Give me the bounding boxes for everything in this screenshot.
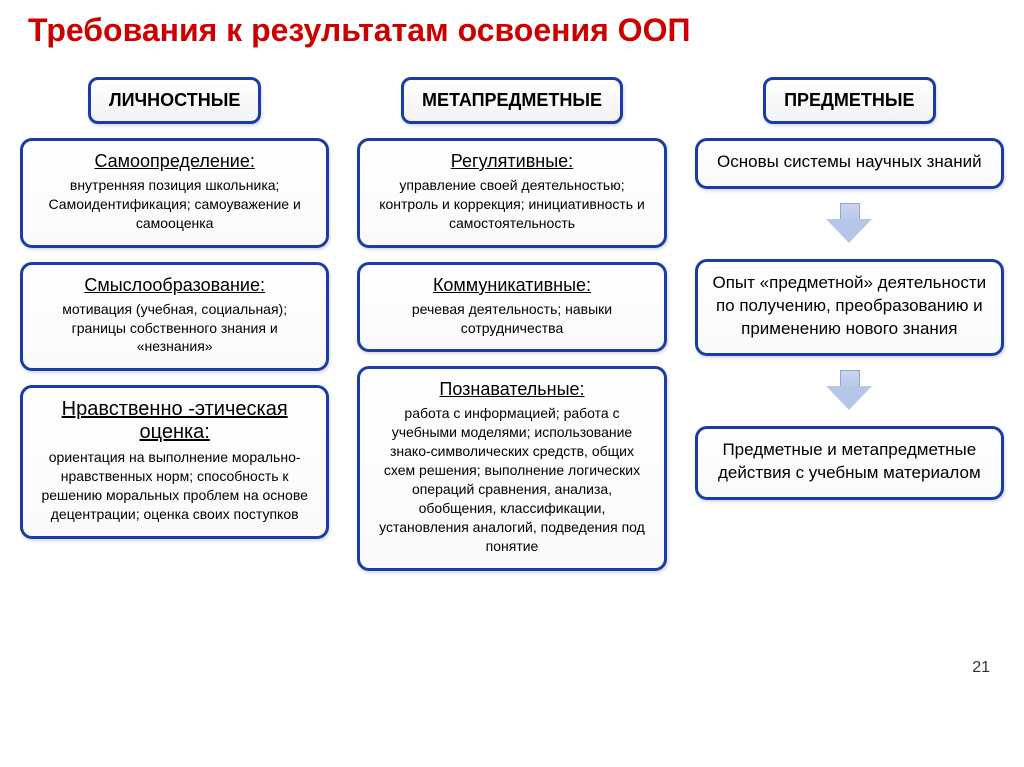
column-metasubject: МЕТАПРЕДМЕТНЫЕ Регулятивные: управление … — [357, 77, 666, 571]
card-moral-ethical: Нравственно -этическая оценка: ориентаци… — [20, 385, 329, 539]
diagram-columns: ЛИЧНОСТНЫЕ Самоопределение: внутренняя п… — [20, 77, 1004, 571]
card-title: Регулятивные: — [451, 151, 573, 172]
card-body: работа с информацией; работа с учебными … — [374, 404, 649, 555]
card-regulatory: Регулятивные: управление своей деятельно… — [357, 138, 666, 248]
header-personal: ЛИЧНОСТНЫЕ — [88, 77, 261, 124]
card-scientific-basis: Основы системы научных знаний — [695, 138, 1004, 189]
card-body: ориентация на выполнение морально-нравст… — [37, 448, 312, 524]
card-body: Опыт «предметной» деятельности по получе… — [712, 272, 987, 341]
card-title: Самоопределение: — [94, 151, 254, 172]
card-title: Смыслообразование: — [84, 275, 265, 296]
page-title: Требования к результатам освоения ООП — [20, 12, 1004, 49]
card-cognitive: Познавательные: работа с информацией; ра… — [357, 366, 666, 570]
column-personal: ЛИЧНОСТНЫЕ Самоопределение: внутренняя п… — [20, 77, 329, 571]
card-communicative: Коммуникативные: речевая деятельность; н… — [357, 262, 666, 353]
arrow-down-icon — [826, 203, 872, 245]
card-body: мотивация (учебная, социальная); границы… — [37, 300, 312, 357]
card-body: внутренняя позиция школьника; Самоиденти… — [37, 176, 312, 233]
card-title: Коммуникативные: — [433, 275, 591, 296]
arrow-down-icon — [826, 370, 872, 412]
card-body: Основы системы научных знаний — [712, 151, 987, 174]
card-body: управление своей деятельностью; контроль… — [374, 176, 649, 233]
card-subject-experience: Опыт «предметной» деятельности по получе… — [695, 259, 1004, 356]
card-title: Нравственно -этическая оценка: — [37, 398, 312, 444]
card-title: Познавательные: — [439, 379, 584, 400]
page-number: 21 — [972, 659, 990, 677]
header-metasubject: МЕТАПРЕДМЕТНЫЕ — [401, 77, 623, 124]
card-actions-material: Предметные и метапредметные действия с у… — [695, 426, 1004, 500]
card-body: Предметные и метапредметные действия с у… — [712, 439, 987, 485]
card-meaning-formation: Смыслообразование: мотивация (учебная, с… — [20, 262, 329, 372]
card-self-determination: Самоопределение: внутренняя позиция школ… — [20, 138, 329, 248]
column-subject: ПРЕДМЕТНЫЕ Основы системы научных знаний… — [695, 77, 1004, 571]
header-subject: ПРЕДМЕТНЫЕ — [763, 77, 935, 124]
card-body: речевая деятельность; навыки сотрудничес… — [374, 300, 649, 338]
